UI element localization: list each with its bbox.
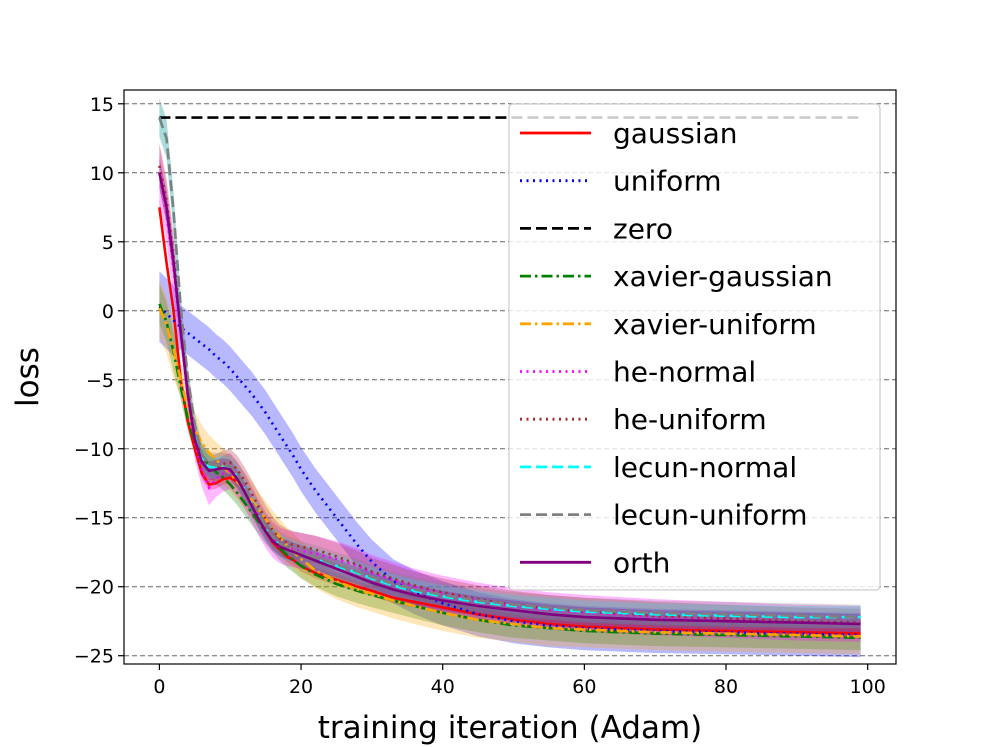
series-line-uniform xyxy=(158,305,861,637)
x-tick-label-2: 40 xyxy=(431,676,455,698)
series-lines xyxy=(158,116,861,640)
legend-label-zero: zero xyxy=(613,212,673,245)
x-tick-label-3: 60 xyxy=(572,676,596,698)
confidence-bands xyxy=(159,97,861,658)
x-tick-label-5: 100 xyxy=(850,676,886,698)
legend-label-gaussian: gaussian xyxy=(613,117,738,150)
plot-frame xyxy=(123,89,897,665)
x-tick-label-1: 20 xyxy=(289,676,313,698)
y-axis-ticks: 15 10 5 0 −5 −10 −15 −20 −25 xyxy=(74,94,124,668)
series-line-orth xyxy=(158,172,861,626)
band-uniform xyxy=(159,271,861,658)
legend: gaussian uniform zero xavier-gaussian xavier… xyxy=(508,103,881,591)
y-tick-label-3: 0 xyxy=(102,301,114,323)
series-line-xavier-uniform xyxy=(158,307,861,638)
legend-label-xavier-uniform: xavier-uniform xyxy=(613,308,817,341)
legend-label-he-uniform: he-uniform xyxy=(613,403,767,436)
y-tick-label-2: 5 xyxy=(102,232,114,254)
legend-label-uniform: uniform xyxy=(613,165,722,198)
y-tick-label-6: −15 xyxy=(74,508,114,530)
y-tick-label-8: −25 xyxy=(74,646,114,668)
legend-label-lecun-normal: lecun-normal xyxy=(613,451,797,484)
y-tick-label-5: −10 xyxy=(74,439,114,461)
x-axis-ticks: 0 20 40 60 80 100 xyxy=(153,664,886,698)
y-tick-label-4: −5 xyxy=(86,370,114,392)
series-line-lecun-uniform xyxy=(158,117,861,619)
x-tick-label-0: 0 xyxy=(153,676,165,698)
legend-box xyxy=(508,103,881,591)
legend-label-orth: orth xyxy=(613,546,670,579)
legend-label-lecun-uniform: lecun-uniform xyxy=(613,499,808,532)
y-tick-label-7: −20 xyxy=(74,577,114,599)
legend-label-xavier-gaussian: xavier-gaussian xyxy=(613,260,833,293)
legend-label-he-normal: he-normal xyxy=(613,356,756,389)
y-axis-label: loss xyxy=(10,347,46,407)
x-tick-label-4: 80 xyxy=(714,676,738,698)
y-tick-label-1: 10 xyxy=(90,163,114,185)
y-tick-label-0: 15 xyxy=(90,94,114,116)
x-axis-label: training iteration (Adam) xyxy=(318,710,703,746)
